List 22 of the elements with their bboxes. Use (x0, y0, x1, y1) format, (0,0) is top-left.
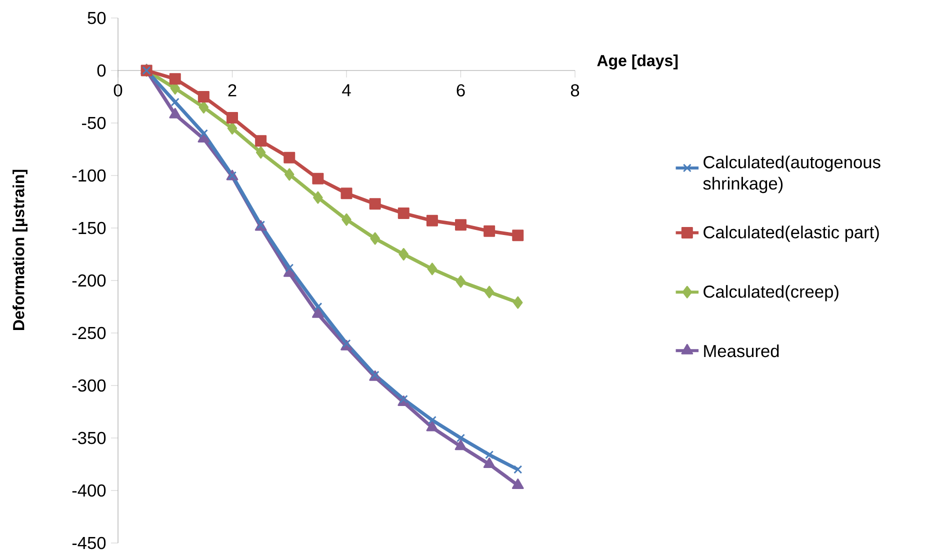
y-tick-label: -200 (72, 274, 106, 287)
legend-label: Measured (704, 344, 779, 358)
y-tick-label: -350 (72, 432, 106, 444)
y-tick-label: 0 (97, 64, 106, 77)
y-tick-label: -250 (72, 326, 106, 340)
x-tick-label: 6 (456, 84, 465, 96)
legend-label: Calculated(autogenous shrinkage) (703, 156, 880, 194)
y-axis-title: Deformation [µstrain] (12, 170, 28, 330)
y-tick-label: -300 (72, 379, 106, 392)
y-tick-label: -100 (72, 169, 106, 182)
legend-label: Calculated(creep) (704, 285, 838, 302)
legend-label: Calculated(elastic part) (704, 226, 879, 242)
y-tick-label: -150 (72, 222, 106, 234)
x-tick-label: 8 (570, 84, 580, 96)
y-tick-label: 50 (88, 12, 106, 24)
x-tick-label: 4 (342, 84, 351, 96)
y-tick-label: -400 (72, 484, 106, 497)
x-tick-label: 0 (114, 84, 122, 96)
x-axis-title: Age [days] (597, 54, 678, 70)
x-tick-label: 2 (228, 84, 236, 96)
y-tick-label: -450 (72, 536, 106, 550)
y-tick-label: -50 (82, 116, 106, 130)
